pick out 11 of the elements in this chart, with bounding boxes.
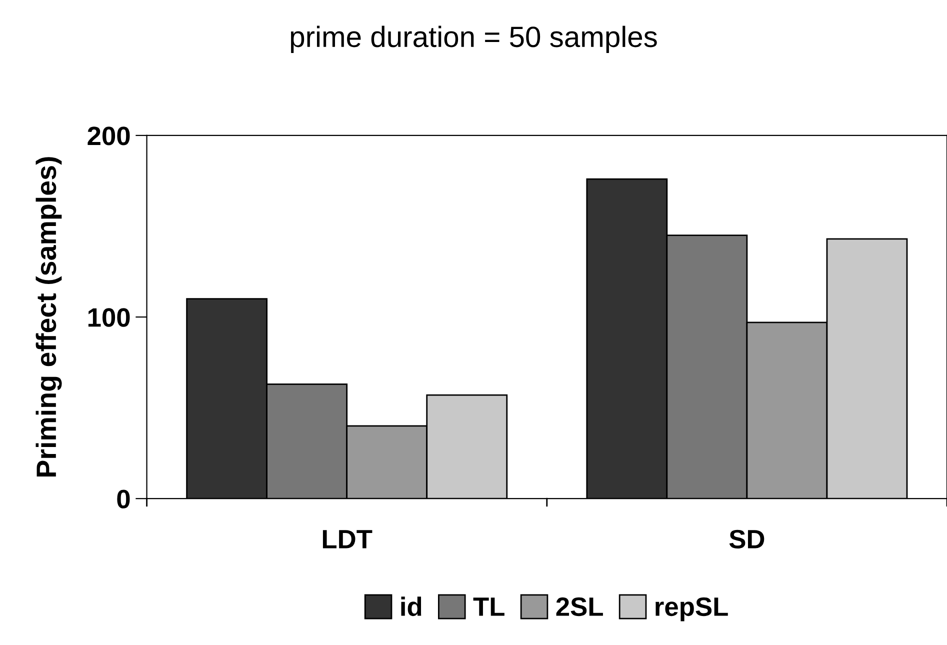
y-tick-label: 0 (117, 490, 130, 508)
x-tick-label: SD (729, 530, 764, 549)
y-tick-label: 200 (88, 126, 130, 146)
legend-label: repSL (656, 597, 728, 622)
chart-title: prime duration = 50 samples (290, 26, 657, 53)
legend-label: id (401, 596, 422, 616)
x-tick-label: LDT (322, 530, 372, 548)
y-axis-title: Priming effect (samples) (36, 157, 62, 476)
y-tick-label: 100 (88, 308, 130, 327)
legend-label: TL (473, 598, 504, 616)
legend-label: 2SL (556, 597, 603, 616)
